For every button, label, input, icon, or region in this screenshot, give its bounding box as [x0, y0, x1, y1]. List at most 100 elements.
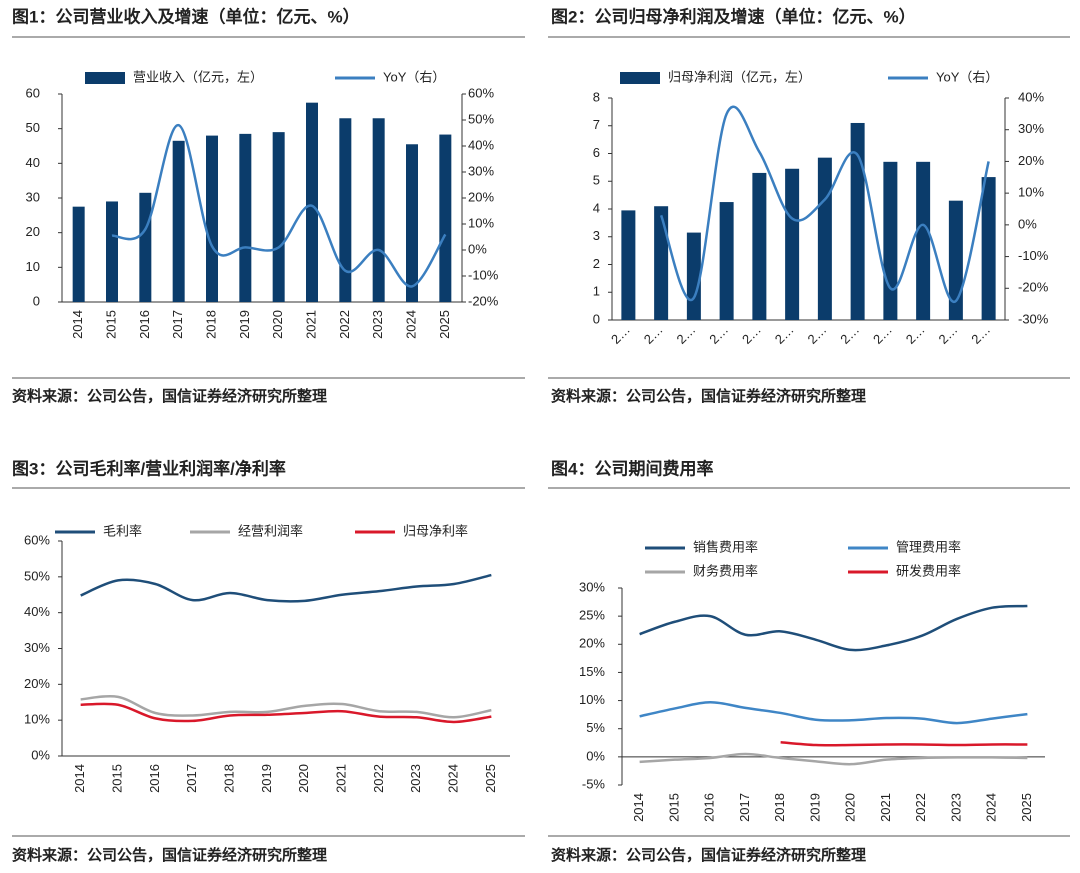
x-tick-label: 2… [641, 322, 666, 347]
y2-tick-label: 40% [1018, 89, 1044, 104]
bar [948, 200, 963, 320]
y2-tick-label: 0% [468, 241, 487, 256]
bar [621, 210, 636, 320]
y2-tick-label: 10% [1018, 185, 1044, 200]
x-tick-label: 2017 [737, 793, 752, 822]
x-tick-label: 2023 [408, 764, 423, 793]
x-tick-label: 2022 [913, 793, 928, 822]
x-tick-label: 2022 [337, 310, 352, 339]
y2-tick-label: 20% [1018, 153, 1044, 168]
x-tick-label: 2015 [109, 764, 124, 793]
source-note: 资料来源：公司公告，国信证券经济研究所整理 [12, 846, 327, 864]
y-tick-label: 3 [593, 228, 600, 243]
bar [785, 168, 800, 320]
x-tick-label: 2014 [70, 310, 85, 339]
legend-label: 归母净利率 [403, 523, 468, 538]
x-tick-label: 2… [772, 322, 797, 347]
bar [339, 118, 352, 303]
x-tick-label: 2016 [147, 764, 162, 793]
y-tick-label: 15% [579, 664, 605, 679]
legend-label: 销售费用率 [693, 539, 758, 554]
x-tick-label: 2… [739, 322, 764, 347]
bar [306, 102, 318, 303]
y2-tick-label: -30% [1018, 311, 1049, 326]
x-tick-label: 2… [608, 322, 633, 347]
y-tick-label: 0 [33, 293, 40, 308]
x-tick-label: 2019 [259, 764, 274, 793]
y-tick-label: 10 [26, 259, 40, 274]
chart-title: 图2：公司归母净利润及增速（单位：亿元、%） [551, 6, 916, 26]
x-tick-label: 2020 [270, 310, 285, 339]
x-tick-label: 2024 [403, 310, 418, 339]
x-tick-label: 2025 [437, 310, 452, 339]
y2-tick-label: 50% [468, 111, 494, 126]
chart-title: 图4：公司期间费用率 [551, 458, 713, 478]
legend-swatch [85, 72, 125, 84]
y-tick-label: 0% [31, 747, 50, 762]
legend-label: 研发费用率 [896, 563, 961, 578]
x-tick-label: 2021 [303, 310, 318, 339]
x-tick-label: 2… [674, 322, 699, 347]
x-tick-label: 2021 [333, 764, 348, 793]
series-line [80, 573, 492, 603]
y-tick-label: 40% [24, 604, 50, 619]
source-note: 资料来源：公司公告，国信证券经济研究所整理 [551, 387, 866, 405]
y-tick-label: 7 [593, 117, 600, 132]
y-tick-label: 10% [579, 692, 605, 707]
series-line [659, 105, 990, 303]
x-tick-label: 2017 [184, 764, 199, 793]
legend-label: 财务费用率 [693, 563, 758, 578]
x-tick-label: 2019 [807, 793, 822, 822]
x-tick-label: 2… [968, 322, 993, 347]
x-tick-label: 2016 [137, 310, 152, 339]
x-tick-label: 2014 [631, 793, 646, 822]
y-tick-label: 40 [26, 155, 40, 170]
bar [206, 135, 218, 302]
y-tick-label: 2 [593, 256, 600, 271]
legend-swatch [620, 72, 660, 84]
legend-label: YoY（右） [936, 69, 998, 84]
series-line [639, 701, 1028, 725]
bar [752, 172, 767, 320]
bar [850, 122, 865, 320]
bar [719, 202, 734, 320]
x-tick-label: 2024 [984, 793, 999, 822]
y-tick-label: 60 [26, 85, 40, 100]
x-tick-label: 2… [870, 322, 895, 347]
x-tick-label: 2015 [103, 310, 118, 339]
y2-tick-label: 0% [1018, 216, 1037, 231]
bar [817, 157, 832, 320]
y-tick-label: 5 [593, 173, 600, 188]
y2-tick-label: 40% [468, 137, 494, 152]
bar [139, 192, 152, 302]
bar [654, 206, 669, 320]
y-tick-label: 20% [579, 636, 605, 651]
y2-tick-label: 10% [468, 215, 494, 230]
legend-label: 经营利润率 [238, 523, 303, 538]
bar [406, 144, 418, 302]
x-tick-label: 2… [903, 322, 928, 347]
bar [916, 161, 931, 320]
series-line [111, 123, 447, 288]
legend-label: 毛利率 [103, 523, 142, 538]
series-line [639, 604, 1028, 652]
x-tick-label: 2025 [483, 764, 498, 793]
y-tick-label: 0% [586, 748, 605, 763]
x-tick-label: 2017 [170, 310, 185, 339]
y-tick-label: -5% [582, 776, 606, 791]
x-tick-label: 2… [837, 322, 862, 347]
chart-panel: 图2：公司归母净利润及增速（单位：亿元、%） 资料来源：公司公告，国信证券经济研究… [548, 6, 1070, 405]
y-tick-label: 0 [593, 311, 600, 326]
y2-tick-label: 30% [1018, 121, 1044, 136]
bar [172, 140, 185, 302]
x-tick-label: 2023 [948, 793, 963, 822]
legend-label: 归母净利润（亿元，左） [668, 69, 811, 84]
x-tick-label: 2018 [221, 764, 236, 793]
x-tick-label: 2018 [203, 310, 218, 339]
y2-tick-label: 60% [468, 85, 494, 100]
y-tick-label: 20 [26, 224, 40, 239]
x-tick-label: 2025 [1019, 793, 1034, 822]
y2-tick-label: -20% [1018, 280, 1049, 295]
y2-tick-label: -20% [468, 293, 499, 308]
